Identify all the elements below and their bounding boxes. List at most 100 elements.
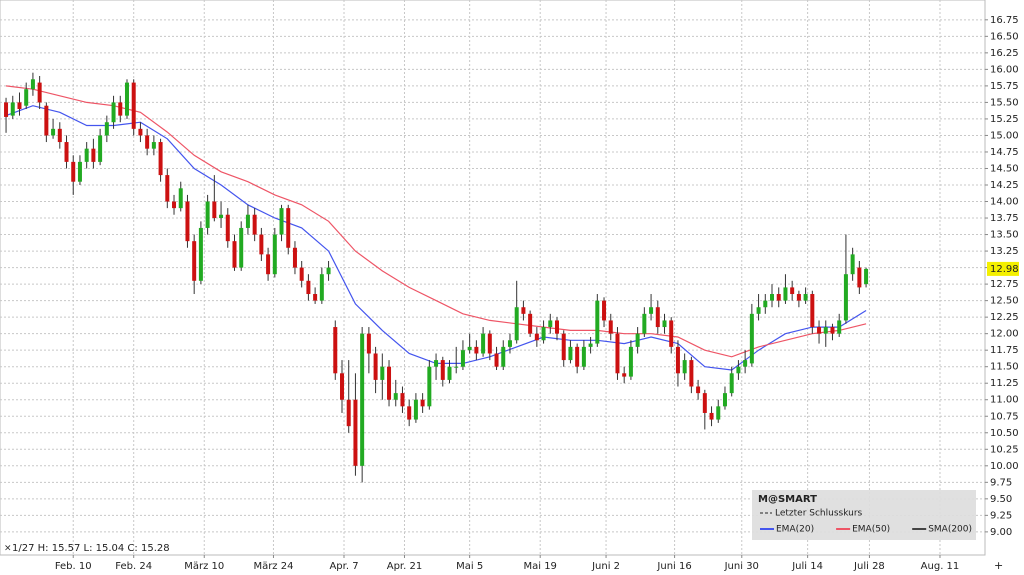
- candle-body: [763, 300, 768, 308]
- x-tick-label: Juni 2: [591, 561, 620, 572]
- legend-entry: SMA(200): [928, 525, 972, 535]
- candle-body: [219, 214, 224, 219]
- candle-body: [481, 333, 486, 354]
- candle-body: [494, 353, 499, 367]
- x-tick-label: März 24: [253, 561, 293, 572]
- legend-box: [752, 490, 976, 540]
- y-tick-label: 16.50: [990, 31, 1019, 42]
- axis: 9.00 9.25 9.50 9.75 10.00 10.25 10.50 10.75 11.0…: [55, 15, 1019, 572]
- candle-body: [696, 386, 701, 394]
- y-tick-label: 10.00: [990, 461, 1019, 472]
- legend-entry: EMA(20): [776, 525, 814, 535]
- candle-body: [319, 274, 324, 301]
- info-text: 1/27 H: 15.57 L: 15.04 C: 15.28: [12, 543, 170, 554]
- candle-body: [427, 366, 432, 407]
- candle-body: [104, 122, 109, 136]
- candle-body: [716, 406, 721, 420]
- candle-body: [333, 327, 338, 374]
- candle-body: [534, 333, 539, 341]
- candle-body: [4, 102, 9, 117]
- candle-body: [467, 346, 472, 351]
- candle-body: [407, 406, 412, 420]
- x-tick-label: Feb. 24: [115, 561, 152, 572]
- candle-body: [10, 102, 15, 116]
- candle-body: [158, 142, 163, 176]
- candle-body: [57, 128, 62, 143]
- last-value-box: [987, 261, 1019, 276]
- candle-body: [736, 366, 741, 374]
- plot-area: [0, 0, 986, 556]
- candle-body: [722, 393, 727, 407]
- y-tick-label: 12.25: [990, 312, 1019, 323]
- y-tick-label: 12.00: [990, 329, 1019, 340]
- candle-body: [837, 320, 842, 334]
- candle-body: [232, 241, 237, 268]
- candle-body: [172, 201, 177, 209]
- candle-body: [346, 399, 351, 427]
- candle-body: [709, 412, 714, 420]
- candle-body: [608, 320, 613, 334]
- close-icon[interactable]: ×: [4, 544, 12, 554]
- candle-body: [864, 268, 869, 285]
- candle-body: [588, 343, 593, 347]
- legend-series: EMA(20) EMA(50) SMA(200): [760, 525, 972, 535]
- candle-body: [64, 142, 69, 162]
- y-tick-label: 9.75: [990, 477, 1012, 488]
- y-tick-label: 9.00: [990, 527, 1012, 538]
- candle-body: [770, 294, 775, 301]
- candle-body: [581, 346, 586, 367]
- x-tick-label: Mai 19: [523, 561, 556, 572]
- candle-body: [420, 399, 425, 407]
- candle-body: [151, 142, 156, 149]
- grid: [0, 0, 985, 555]
- y-tick-label: 13.25: [990, 246, 1019, 257]
- candle-body: [689, 360, 694, 387]
- x-tick-label: Apr. 21: [387, 561, 422, 572]
- x-tick-label: Juni 16: [656, 561, 691, 572]
- candle-body: [454, 366, 459, 368]
- candle-body: [98, 135, 103, 162]
- candle-body: [212, 201, 217, 219]
- candle-body: [266, 254, 271, 275]
- candle-body: [24, 89, 29, 106]
- candle-body: [501, 346, 506, 367]
- candle-body: [528, 313, 533, 334]
- candle-body: [830, 327, 835, 334]
- candle-body: [803, 294, 808, 301]
- candle-body: [165, 175, 170, 202]
- y-tick-label: 13.50: [990, 230, 1019, 241]
- candle-body: [279, 208, 284, 235]
- x-tick-label: Aug. 11: [921, 561, 960, 572]
- candle-body: [548, 320, 553, 328]
- y-tick-label: 10.75: [990, 411, 1019, 422]
- candle-body: [850, 254, 855, 275]
- candle-body: [487, 333, 492, 354]
- x-tick-label: Juli 14: [791, 561, 823, 572]
- y-tick-label: 15.25: [990, 114, 1019, 125]
- candle-body: [245, 214, 250, 228]
- candle-body: [192, 241, 197, 281]
- y-tick-label: 11.00: [990, 395, 1019, 406]
- x-tick-label: Feb. 10: [55, 561, 92, 572]
- candle-body: [400, 393, 405, 407]
- candle-body: [447, 366, 452, 380]
- candle-body: [796, 294, 801, 301]
- y-tick-label: 11.25: [990, 378, 1019, 389]
- candle-body: [790, 287, 795, 295]
- candle-body: [84, 148, 89, 162]
- candle-body: [299, 267, 304, 281]
- candle-body: [635, 333, 640, 347]
- candle-body: [292, 247, 297, 268]
- zoom-icon[interactable]: +: [994, 559, 1003, 572]
- candle-body: [185, 201, 190, 242]
- candle-body: [776, 294, 781, 301]
- candle-body: [662, 320, 667, 328]
- candle-body: [682, 360, 687, 374]
- y-tick-label: 12.50: [990, 296, 1019, 307]
- candle-body: [729, 373, 734, 394]
- candle-body: [460, 350, 465, 367]
- candle-body: [198, 227, 203, 281]
- legend: M@SMART Letzter Schlusskurs EMA(20) EMA(5…: [752, 490, 976, 540]
- candle-body: [622, 373, 627, 377]
- candle-body: [595, 300, 600, 344]
